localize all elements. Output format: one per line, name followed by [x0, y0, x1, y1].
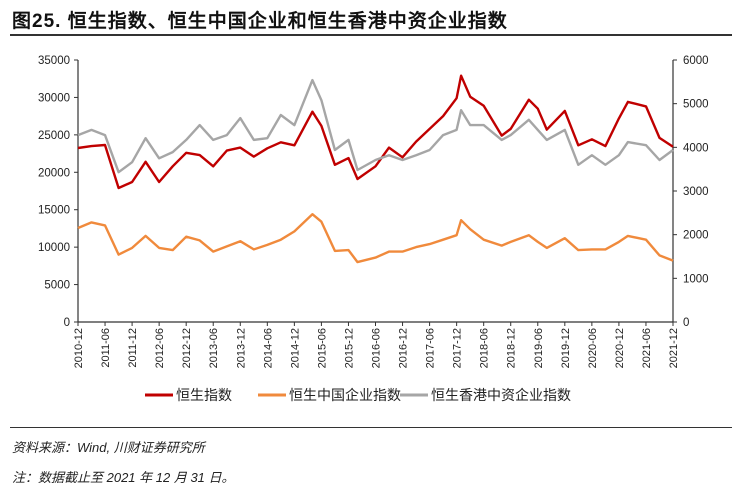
left-tick-label: 20000 — [38, 167, 70, 179]
x-tick-label: 2017-06 — [425, 328, 437, 368]
x-tick-label: 2013-12 — [235, 328, 247, 368]
x-tick-label: 2016-12 — [398, 328, 410, 368]
x-tick-label: 2021-12 — [668, 328, 680, 368]
left-tick-label: 0 — [64, 317, 70, 329]
x-tick-label: 2019-06 — [533, 328, 545, 368]
x-tick-label: 2011-06 — [100, 328, 112, 368]
x-tick-label: 2013-06 — [208, 328, 220, 368]
left-tick-label: 15000 — [38, 205, 70, 217]
left-tick-label: 25000 — [38, 130, 70, 142]
title-divider — [10, 34, 732, 36]
left-tick-label: 30000 — [38, 92, 70, 104]
footer-divider — [10, 427, 732, 428]
x-tick-label: 2018-06 — [479, 328, 491, 368]
x-tick-label: 2019-12 — [560, 328, 572, 368]
left-tick-label: 10000 — [38, 242, 70, 254]
x-tick-label: 2020-06 — [587, 328, 599, 368]
x-tick-label: 2016-06 — [371, 328, 383, 368]
left-tick-label: 5000 — [44, 280, 70, 292]
source-note: 资料来源：Wind, 川财证券研究所 — [12, 440, 205, 455]
legend-label: 恒生中国企业指数 — [289, 387, 401, 404]
series-line-2 — [77, 78, 674, 174]
x-tick-label: 2015-12 — [343, 328, 355, 368]
right-tick-label: 6000 — [683, 55, 709, 67]
x-tick-label: 2012-06 — [154, 328, 166, 368]
footnote: 注：数据截止至 2021 年 12 月 31 日。 — [12, 470, 235, 485]
right-tick-label: 3000 — [683, 186, 709, 198]
legend-label: 恒生指数 — [176, 388, 232, 404]
right-tick-label: 2000 — [683, 230, 709, 242]
chart: 0 5000 10000 15000 20000 25000 30000 35000 0 1000… — [38, 55, 709, 404]
x-tick-label: 2014-06 — [262, 328, 274, 368]
x-tick-label: 2012-12 — [181, 328, 193, 368]
x-tick-label: 2018-12 — [506, 328, 518, 368]
x-tick-label: 2017-12 — [452, 328, 464, 368]
left-tick-label: 35000 — [38, 55, 70, 67]
right-tick-label: 4000 — [683, 142, 709, 154]
series-line-0 — [77, 74, 674, 190]
right-tick-label: 1000 — [683, 273, 709, 285]
x-tick-label: 2010-12 — [73, 328, 85, 368]
x-tick-label: 2015-06 — [316, 328, 328, 368]
series-line-1 — [77, 213, 674, 264]
legend-label: 恒生香港中资企业指数 — [431, 387, 571, 404]
x-tick-label: 2020-12 — [614, 328, 626, 368]
x-tick-label: 2011-12 — [127, 328, 139, 368]
x-tick-label: 2014-12 — [289, 328, 301, 368]
x-tick-label: 2021-06 — [641, 328, 653, 368]
right-tick-label: 0 — [683, 317, 689, 329]
right-tick-label: 5000 — [683, 99, 709, 111]
chart-title: 图25. 恒生指数、恒生中国企业和恒生香港中资企业指数 — [12, 11, 508, 32]
